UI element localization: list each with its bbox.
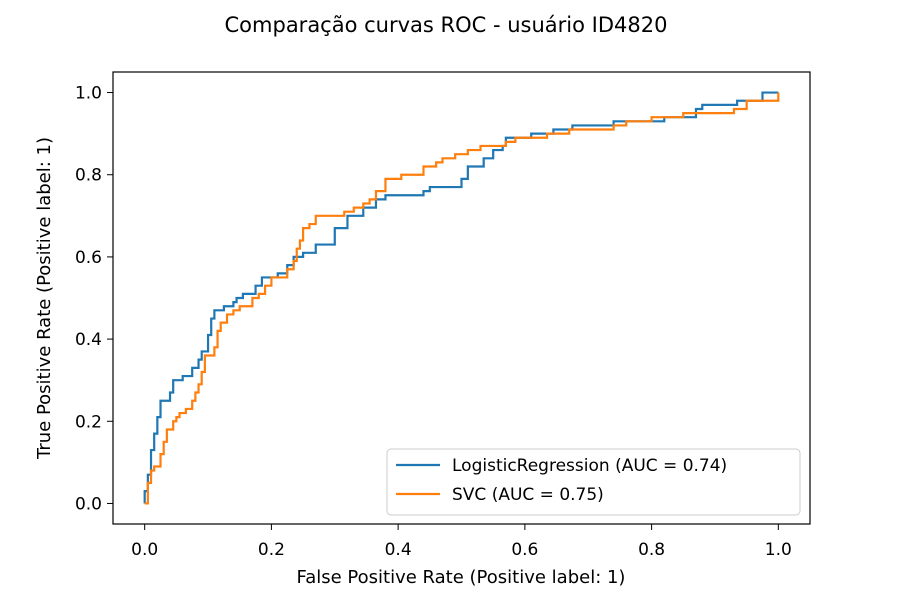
x-tick-label: 0.0 [131,540,158,560]
y-tick-label: 0.2 [75,412,102,432]
y-axis-ticks: 0.0 0.2 0.4 0.6 0.8 1.0 [75,84,113,514]
legend-label-svc: SVC (AUC = 0.75) [452,485,604,505]
y-tick-label: 0.4 [75,330,102,350]
legend-box [386,448,801,516]
x-axis-label: False Positive Rate (Positive label: 1) [297,567,626,588]
legend: LogisticRegression (AUC = 0.74) SVC (AUC… [386,448,801,516]
plot-frame [112,71,811,525]
y-tick-label: 0.8 [75,166,102,186]
y-tick-label: 1.0 [75,84,102,104]
x-tick-label: 1.0 [765,540,792,560]
y-tick-label: 0.0 [75,494,102,514]
plot-area [143,91,780,505]
x-tick-label: 0.2 [258,540,285,560]
chart-title: Comparação curvas ROC - usuário ID4820 [225,13,668,37]
y-axis-label: True Positive Rate (Positive label: 1) [34,137,55,460]
x-tick-label: 0.6 [511,540,538,560]
legend-label-logisticregression: LogisticRegression (AUC = 0.74) [452,456,727,476]
roc-curve-svc [144,92,780,505]
y-tick-label: 0.6 [75,248,102,268]
x-tick-label: 0.4 [385,540,412,560]
x-tick-label: 0.8 [638,540,665,560]
x-axis-ticks: 0.0 0.2 0.4 0.6 0.8 1.0 [131,524,792,560]
